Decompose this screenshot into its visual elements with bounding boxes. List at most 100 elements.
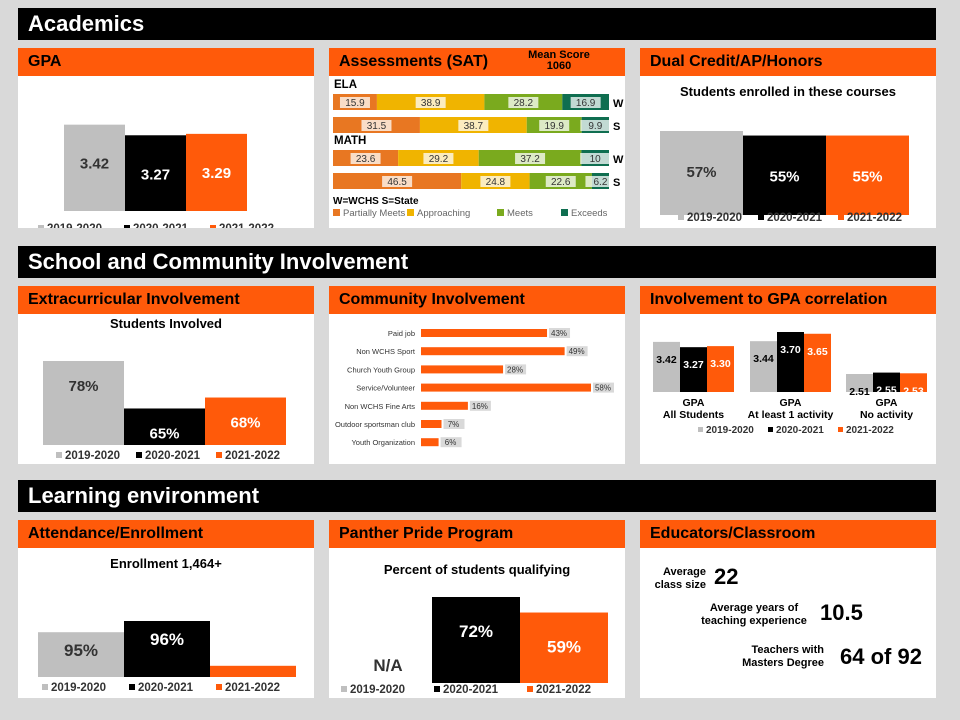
- gpa-legend-label: 2021-2022: [219, 223, 274, 228]
- sat-value-label: 9.9: [588, 121, 602, 132]
- sat-legend-swatch: [497, 209, 504, 216]
- sat-value-label: 29.2: [429, 154, 449, 165]
- attend-data-label: 95%: [64, 641, 98, 660]
- corr-category-label: GPA: [780, 397, 802, 409]
- corr-bar: [707, 346, 734, 392]
- sat-value-bg: [580, 153, 611, 164]
- sat-group-label: ELA: [334, 79, 357, 91]
- community-category-label: Non WCHS Fine Arts: [345, 402, 416, 411]
- corr-category-label: All Students: [663, 409, 724, 421]
- attend-legend-label: 2019-2020: [51, 682, 106, 694]
- corr-category-label: GPA: [683, 397, 705, 409]
- panther-data-label: 72%: [459, 622, 493, 641]
- extra-subtitle: Students Involved: [110, 316, 222, 331]
- corr-bar: [777, 332, 804, 392]
- extra-data-label: 65%: [149, 425, 179, 442]
- community-bar: [421, 347, 565, 356]
- extra-data-label: 78%: [68, 378, 98, 395]
- section-learning: Learning environment: [18, 480, 936, 512]
- sat-title: Assessments (SAT): [339, 53, 489, 70]
- class-size-value: 22: [714, 564, 739, 589]
- community-panel: Community Involvement Paid job 43% Non WCH…: [329, 286, 625, 464]
- panel-title: Extracurricular Involvement: [18, 286, 314, 314]
- sat-value-bg: [339, 97, 370, 108]
- class-size-label-2: class size: [654, 579, 706, 591]
- extra-data-label: 68%: [230, 415, 260, 432]
- sat-legend-label: Meets: [507, 208, 533, 219]
- sat-value-bg: [415, 97, 446, 108]
- gpa-legend-label: 2019-2020: [47, 223, 102, 228]
- sat-value-label: 19.9: [544, 121, 564, 132]
- community-value-bg: [549, 328, 571, 338]
- corr-data-label: 2.53: [903, 385, 924, 397]
- gpa-panel: GPA 3.42 3.27 3.29 2019-2020 2020-2021 2021-2…: [18, 48, 314, 228]
- sat-legend-label: Partially Meets: [343, 208, 406, 219]
- panther-legend-label: 2021-2022: [536, 684, 591, 696]
- community-value-label: 7%: [448, 420, 460, 429]
- sat-value-label: 16.9: [576, 98, 596, 109]
- sat-legend-swatch: [561, 209, 568, 216]
- dual-bar: [743, 135, 826, 215]
- community-value-bg: [443, 419, 465, 429]
- community-value-label: 28%: [507, 365, 523, 374]
- panther-data-label: N/A: [373, 656, 402, 675]
- corr-panel: Involvement to GPA correlation 3.42 3.27 3…: [640, 286, 936, 464]
- community-value-bg: [440, 437, 462, 448]
- sat-value-label: 38.9: [421, 98, 441, 109]
- sat-value-label: 15.9: [345, 98, 365, 109]
- sat-value-bg: [515, 153, 546, 164]
- community-value-label: 6%: [445, 438, 457, 447]
- extra-legend-swatch: [136, 452, 142, 458]
- dual-legend-swatch: [678, 214, 684, 220]
- panel-title: Dual Credit/AP/Honors: [640, 48, 936, 76]
- attend-bar: [38, 632, 124, 677]
- panther-bar: [432, 597, 520, 683]
- corr-data-label: 3.65: [807, 346, 828, 358]
- sat-legend-swatch: [333, 209, 340, 216]
- community-chart: Paid job 43% Non WCHS Sport 49% Church Youth…: [335, 328, 614, 448]
- attend-subtitle: Enrollment 1,464+: [110, 556, 222, 571]
- sat-value-label: 31.5: [367, 121, 387, 132]
- extra-legend-label: 2021-2022: [225, 450, 280, 462]
- gpa-legend-swatch: [210, 225, 216, 228]
- community-category-label: Paid job: [388, 329, 415, 338]
- gpa-legend-swatch: [38, 225, 44, 228]
- extra-legend-swatch: [56, 452, 62, 458]
- attend-chart: 95% 96% 92% 2019-2020 2020-2021 2021-2022: [38, 621, 296, 694]
- community-bar: [421, 329, 548, 337]
- dual-subtitle: Students enrolled in these courses: [680, 84, 896, 99]
- corr-data-label: 3.44: [753, 353, 774, 365]
- gpa-chart: 3.42 3.27 3.29 2019-2020 2020-2021 2021-2022: [38, 124, 274, 228]
- sat-value-label: 22.6: [551, 177, 571, 188]
- panther-legend-swatch: [341, 686, 347, 692]
- community-bar: [421, 438, 439, 447]
- gpa-bar: [186, 133, 247, 211]
- extra-bar: [205, 397, 286, 445]
- sat-mean-value: 1060: [546, 60, 572, 72]
- attend-legend-swatch: [216, 684, 222, 690]
- dual-legend-swatch: [838, 214, 844, 220]
- attend-legend-swatch: [129, 684, 135, 690]
- dual-data-label: 57%: [686, 164, 716, 181]
- attend-legend-label: 2020-2021: [138, 682, 194, 694]
- section-involvement: School and Community Involvement: [18, 246, 936, 278]
- sat-value-label: 38.7: [464, 121, 484, 132]
- community-category-label: Church Youth Group: [347, 365, 415, 374]
- panther-legend-swatch: [434, 686, 440, 692]
- corr-category-label: No activity: [860, 409, 913, 421]
- corr-bar: [750, 341, 777, 392]
- sat-row-tag: S: [613, 121, 620, 133]
- sat-value-label: 10: [590, 154, 602, 165]
- panel-title: Community Involvement: [329, 286, 625, 314]
- corr-legend-swatch: [768, 427, 773, 432]
- sat-chart: ELA 15.9 38.9 28.2 16.9 W 31.5 38.7 19.9 9.9 S MATH…: [333, 79, 624, 219]
- dual-legend-label: 2021-2022: [847, 212, 902, 224]
- gpa-bar: [64, 124, 125, 211]
- community-bar: [421, 401, 468, 410]
- dual-data-label: 55%: [769, 169, 799, 186]
- section-academics: Academics: [18, 8, 936, 40]
- community-category-label: Outdoor sportsman club: [335, 420, 415, 429]
- community-bar: [421, 383, 591, 392]
- panel-title: Educators/Classroom: [640, 520, 936, 548]
